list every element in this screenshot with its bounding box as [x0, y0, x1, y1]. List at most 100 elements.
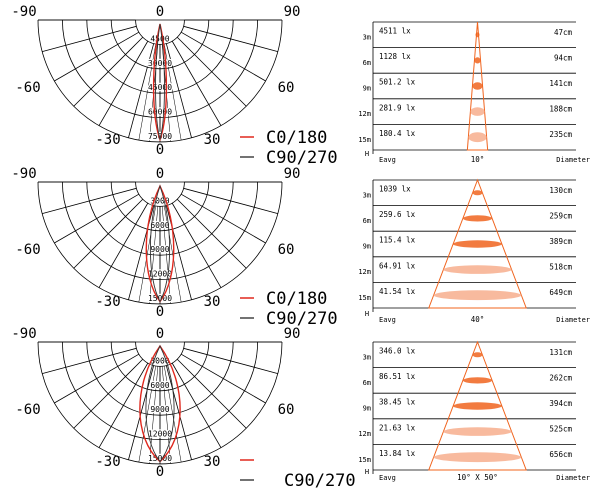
- legend-c90-label: C90/270: [266, 309, 338, 329]
- polar-fine-spoke: [138, 43, 157, 141]
- illuminance-value: 4511 lx: [379, 27, 411, 36]
- angle-label-low-left: -30: [95, 294, 120, 310]
- polar-spoke: [180, 353, 266, 404]
- beam-spot: [470, 107, 485, 116]
- polar-fine-spoke: [149, 366, 159, 464]
- polar-ring: [135, 181, 185, 207]
- distance-label: 12m: [358, 430, 371, 438]
- distance-label: 12m: [358, 110, 371, 118]
- legend-c90-label: C90/270: [266, 148, 338, 168]
- beam-spot: [453, 240, 502, 248]
- polar-radial-value: 9000: [150, 405, 169, 414]
- polar-spoke: [183, 25, 278, 52]
- diameter-value: 47cm: [554, 28, 573, 37]
- angle-label-right: 90: [284, 326, 301, 342]
- beam-table-1: 3m 6m 9m 12m 15m 4511 lx 1128 lx 501.2 lx 281.9 …: [358, 21, 590, 164]
- distance-label: 3m: [363, 33, 371, 41]
- angle-label-low-right: 30: [204, 454, 221, 470]
- angle-label-left: -90: [11, 166, 36, 182]
- beam-angle-label: 40°: [471, 315, 485, 324]
- beam-spot: [443, 265, 512, 274]
- distance-label: 3m: [363, 353, 371, 361]
- height-axis-label: H: [365, 468, 369, 476]
- angle-label-mid-left: -60: [15, 242, 40, 258]
- polar-spoke: [73, 36, 144, 107]
- polar-spoke: [42, 25, 137, 52]
- polar-spoke: [171, 202, 222, 288]
- diameter-value: 518cm: [549, 263, 572, 272]
- beam-spot: [433, 452, 522, 463]
- illuminance-value: 281.9 lx: [379, 103, 416, 112]
- polar-ring: [135, 19, 185, 45]
- diameter-value: 394cm: [549, 399, 572, 408]
- angle-label-mid-left: -60: [15, 402, 40, 418]
- polar-radial-value: 30000: [148, 59, 172, 68]
- polar-spoke: [128, 365, 155, 460]
- polar-spoke: [176, 36, 247, 107]
- beam-angle-label: 10° X 50°: [457, 473, 498, 482]
- diameter-value: 656cm: [549, 450, 572, 459]
- beam-table-2: 3m 6m 9m 12m 15m 1039 lx 259.6 lx 115.4 lx 64.91…: [358, 178, 590, 324]
- diameter-label: Diameter: [556, 474, 590, 482]
- distance-label: 9m: [363, 243, 371, 251]
- beam-spot: [443, 427, 512, 436]
- beam-spot: [453, 402, 502, 410]
- diameter-label: Diameter: [556, 156, 590, 164]
- diameter-value: 130cm: [549, 186, 572, 195]
- illuminance-value: 64.91 lx: [379, 261, 416, 270]
- beam-spot: [433, 290, 522, 301]
- polar-spoke: [171, 362, 222, 448]
- angle-label-left: -90: [11, 4, 36, 20]
- angle-label-right: 90: [284, 4, 301, 20]
- polar-spoke: [171, 40, 222, 126]
- angle-label-mid-left: -60: [15, 80, 40, 96]
- diameter-value: 259cm: [549, 211, 572, 220]
- polar-radial-value: 75000: [148, 132, 172, 141]
- diameter-value: 94cm: [554, 53, 573, 62]
- eavg-label: Eavg: [379, 156, 396, 164]
- angle-label-left: -90: [11, 326, 36, 342]
- beam-spot: [472, 82, 483, 90]
- polar-fine-spoke: [149, 206, 159, 304]
- polar-fine-spoke: [163, 205, 182, 303]
- angle-label-right: 90: [284, 166, 301, 182]
- polar-radial-value: 12000: [148, 270, 172, 279]
- angle-label-top: 0: [156, 166, 164, 182]
- polar-fine-spoke: [163, 365, 182, 463]
- legend-c0-label: C0/180: [266, 128, 327, 148]
- polar-spoke: [54, 31, 140, 82]
- eavg-label: Eavg: [379, 316, 396, 324]
- polar-radial-value: 9000: [150, 245, 169, 254]
- beam-spot: [462, 377, 493, 384]
- polar-spoke: [54, 193, 140, 244]
- polar-spoke: [54, 353, 140, 404]
- illuminance-value: 41.54 lx: [379, 287, 416, 296]
- polar-radial-value: 12000: [148, 430, 172, 439]
- angle-label-bottom: 0: [156, 142, 164, 158]
- angle-label-mid-right: 60: [278, 80, 295, 96]
- polar-radial-value: 15000: [148, 454, 172, 463]
- diameter-value: 262cm: [549, 373, 572, 382]
- illuminance-value: 13.84 lx: [379, 449, 416, 458]
- beam-spot: [468, 132, 487, 143]
- angle-label-bottom: 0: [156, 464, 164, 480]
- diameter-value: 525cm: [549, 425, 572, 434]
- beam-spot: [462, 215, 493, 222]
- polar-radial-value: 6000: [150, 381, 169, 390]
- illuminance-value: 259.6 lx: [379, 210, 416, 219]
- angle-label-bottom: 0: [156, 304, 164, 320]
- angle-label-low-right: 30: [204, 294, 221, 310]
- beam-cone: [466, 21, 489, 151]
- polar-spoke: [180, 31, 266, 82]
- polar-spoke: [165, 205, 192, 300]
- polar-spoke: [165, 43, 192, 138]
- distance-label: 3m: [363, 191, 371, 199]
- polar-spoke: [42, 347, 137, 374]
- distance-label: 9m: [363, 405, 371, 413]
- polar-spoke: [183, 187, 278, 214]
- illuminance-value: 180.4 lx: [379, 129, 416, 138]
- distance-label: 15m: [358, 294, 371, 302]
- polar-radial-value: 45000: [148, 83, 172, 92]
